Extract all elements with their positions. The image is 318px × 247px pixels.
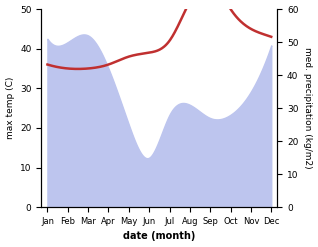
X-axis label: date (month): date (month): [123, 231, 196, 242]
Y-axis label: max temp (C): max temp (C): [5, 77, 15, 139]
Y-axis label: med. precipitation (kg/m2): med. precipitation (kg/m2): [303, 47, 313, 169]
